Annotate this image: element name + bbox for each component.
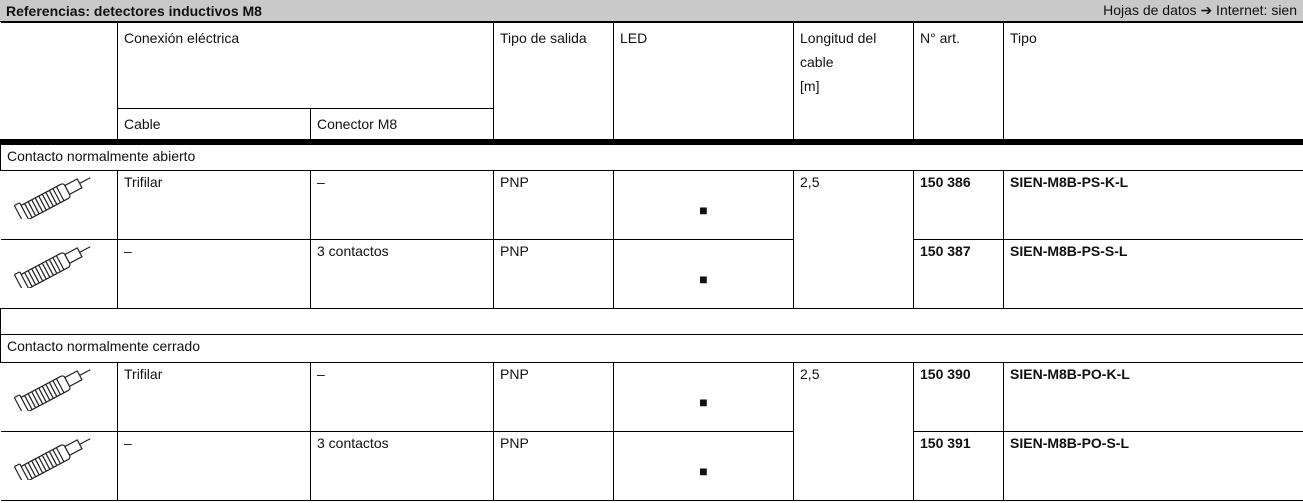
art: 150 390 [913, 361, 1005, 432]
title-bar: Referencias: detectores inductivos M8 Ho… [0, 0, 1303, 22]
sensor-icon [13, 176, 90, 225]
col-header: Conector M8 [309, 108, 495, 145]
row: Trifilar – PNP ■ 2,5 150 390 SIEN-M8B-PO-K-L [0, 361, 1303, 501]
header-link: Hojas de datos ➔ Internet: sien [1103, 2, 1297, 18]
longitud: 2,5 [793, 169, 915, 309]
icon-cell [0, 169, 118, 240]
col-header: LED [613, 22, 795, 145]
longitud: 2,5 [793, 361, 915, 501]
row [0, 307, 1303, 335]
header-line: [m] [800, 78, 820, 94]
art: 150 387 [913, 238, 1005, 309]
led: ■ [613, 238, 795, 309]
row: Trifilar – PNP ■ 2,5 150 386 SIEN-M8B-PS-K-L [0, 169, 1303, 309]
row: Contacto normalmente cerrado [0, 333, 1303, 363]
header-line: Longitud del [800, 30, 877, 46]
col-header: Tipo de salida [493, 22, 615, 145]
conector: 3 contactos [309, 238, 495, 309]
tipo: SIEN-M8B-PO-K-L [1003, 361, 1303, 432]
conector: – [309, 361, 495, 432]
row: Cable Conector M8 [1, 108, 1303, 145]
cable: – [117, 238, 311, 309]
icon-cell [0, 361, 118, 432]
blank [0, 22, 118, 145]
row: –3 contactos PNP ■ 150 387 SIEN-M8B-PS-S-L [0, 238, 1303, 309]
led: ■ [613, 169, 795, 240]
icon-cell [0, 430, 118, 501]
tipo: SIEN-M8B-PS-S-L [1003, 238, 1303, 309]
sensor-icon [13, 368, 90, 417]
col-header: Tipo [1003, 22, 1303, 145]
conector: 3 contactos [309, 430, 495, 501]
row: Contacto normalmente abierto [0, 141, 1303, 171]
sensor-icon [13, 245, 90, 294]
icon-cell [0, 238, 118, 309]
row: –3 contactos PNP ■ 150 391 SIEN-M8B-PO-S-L [0, 430, 1303, 501]
cable: – [117, 430, 311, 501]
salida: PNP [493, 361, 615, 432]
section-title: Contacto normalmente cerrado [0, 333, 1303, 363]
art: 150 386 [913, 169, 1005, 240]
title: Referencias: detectores inductivos M8 [6, 2, 262, 19]
spacer [0, 307, 1303, 335]
section-title: Contacto normalmente abierto [0, 141, 1303, 171]
salida: PNP [493, 169, 615, 240]
tipo: SIEN-M8B-PS-K-L [1003, 169, 1303, 240]
col-header: Conexión eléctrica [116, 22, 495, 109]
col-header: Longitud del cable [m] [793, 22, 915, 145]
cable: Trifilar [117, 169, 311, 240]
sensor-icon [13, 437, 90, 486]
salida: PNP [493, 430, 615, 501]
col-header: Cable [117, 108, 311, 145]
table: Conexión eléctrica Tipo de salida LED Longi… [0, 22, 1303, 501]
col-header: N° art. [913, 22, 1005, 145]
art: 150 391 [913, 430, 1005, 501]
led: ■ [613, 430, 795, 501]
led: ■ [613, 361, 795, 432]
cable: Trifilar [117, 361, 311, 432]
header-line: cable [800, 54, 834, 70]
conector: – [309, 169, 495, 240]
row: Conexión eléctrica Tipo de salida LED Longi… [0, 22, 1303, 145]
tipo: SIEN-M8B-PO-S-L [1003, 430, 1303, 501]
salida: PNP [493, 238, 615, 309]
